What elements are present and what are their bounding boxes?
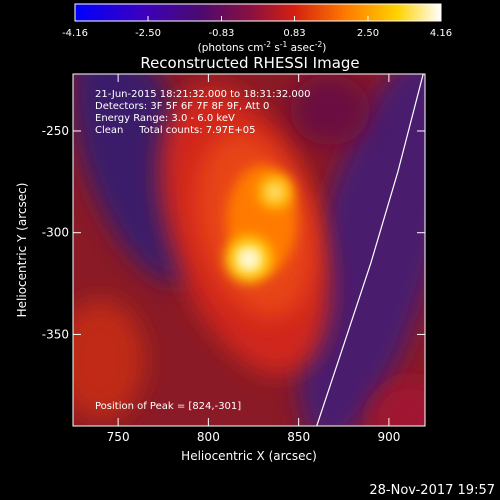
info-energy: Energy Range: 3.0 - 6.0 keV: [95, 113, 235, 124]
colorbar-tick-label: -4.16: [62, 28, 88, 39]
colorbar: [74, 3, 442, 22]
y-axis-ticks: -250 -300 -350: [42, 124, 425, 341]
solar-limb-line: [316, 74, 424, 426]
colorbar-tick-label: 4.16: [430, 28, 452, 39]
x-axis-label: Heliocentric X (arcsec): [181, 449, 317, 463]
info-detectors: Detectors: 3F 5F 6F 7F 8F 9F, Att 0: [95, 101, 269, 112]
colorbar-tick-label: -0.83: [209, 28, 235, 39]
info-peak: Position of Peak = [824,-301]: [95, 401, 241, 412]
x-tick-label: 850: [287, 430, 310, 444]
colorbar-tick-label: 2.50: [357, 28, 379, 39]
info-time: 21-Jun-2015 18:21:32.000 to 18:31:32.000: [95, 89, 311, 100]
colorbar-ticks: -4.16 -2.50 -0.83 0.83 2.50 4.16: [62, 16, 452, 39]
x-tick-label: 800: [197, 430, 220, 444]
plot-frame: [72, 73, 426, 427]
y-tick-label: -250: [42, 124, 69, 138]
x-axis-ticks: 750 800 850 900: [107, 74, 400, 444]
x-tick-label: 900: [377, 430, 400, 444]
y-tick-label: -300: [42, 226, 69, 240]
colorbar-tick-label: 0.83: [283, 28, 305, 39]
colorbar-tick-label: -2.50: [135, 28, 161, 39]
colorbar-units: (photons cm-2 s-1 asec-2): [198, 40, 327, 54]
heatmap-image: [73, 74, 425, 426]
plot-title: Reconstructed RHESSI Image: [140, 54, 359, 72]
x-tick-label: 750: [107, 430, 130, 444]
footer-date: 28-Nov-2017 19:57: [369, 483, 495, 498]
y-tick-label: -350: [42, 327, 69, 341]
info-clean: Clean Total counts: 7.97E+05: [95, 125, 255, 136]
y-axis-label: Heliocentric Y (arcsec): [15, 183, 29, 318]
